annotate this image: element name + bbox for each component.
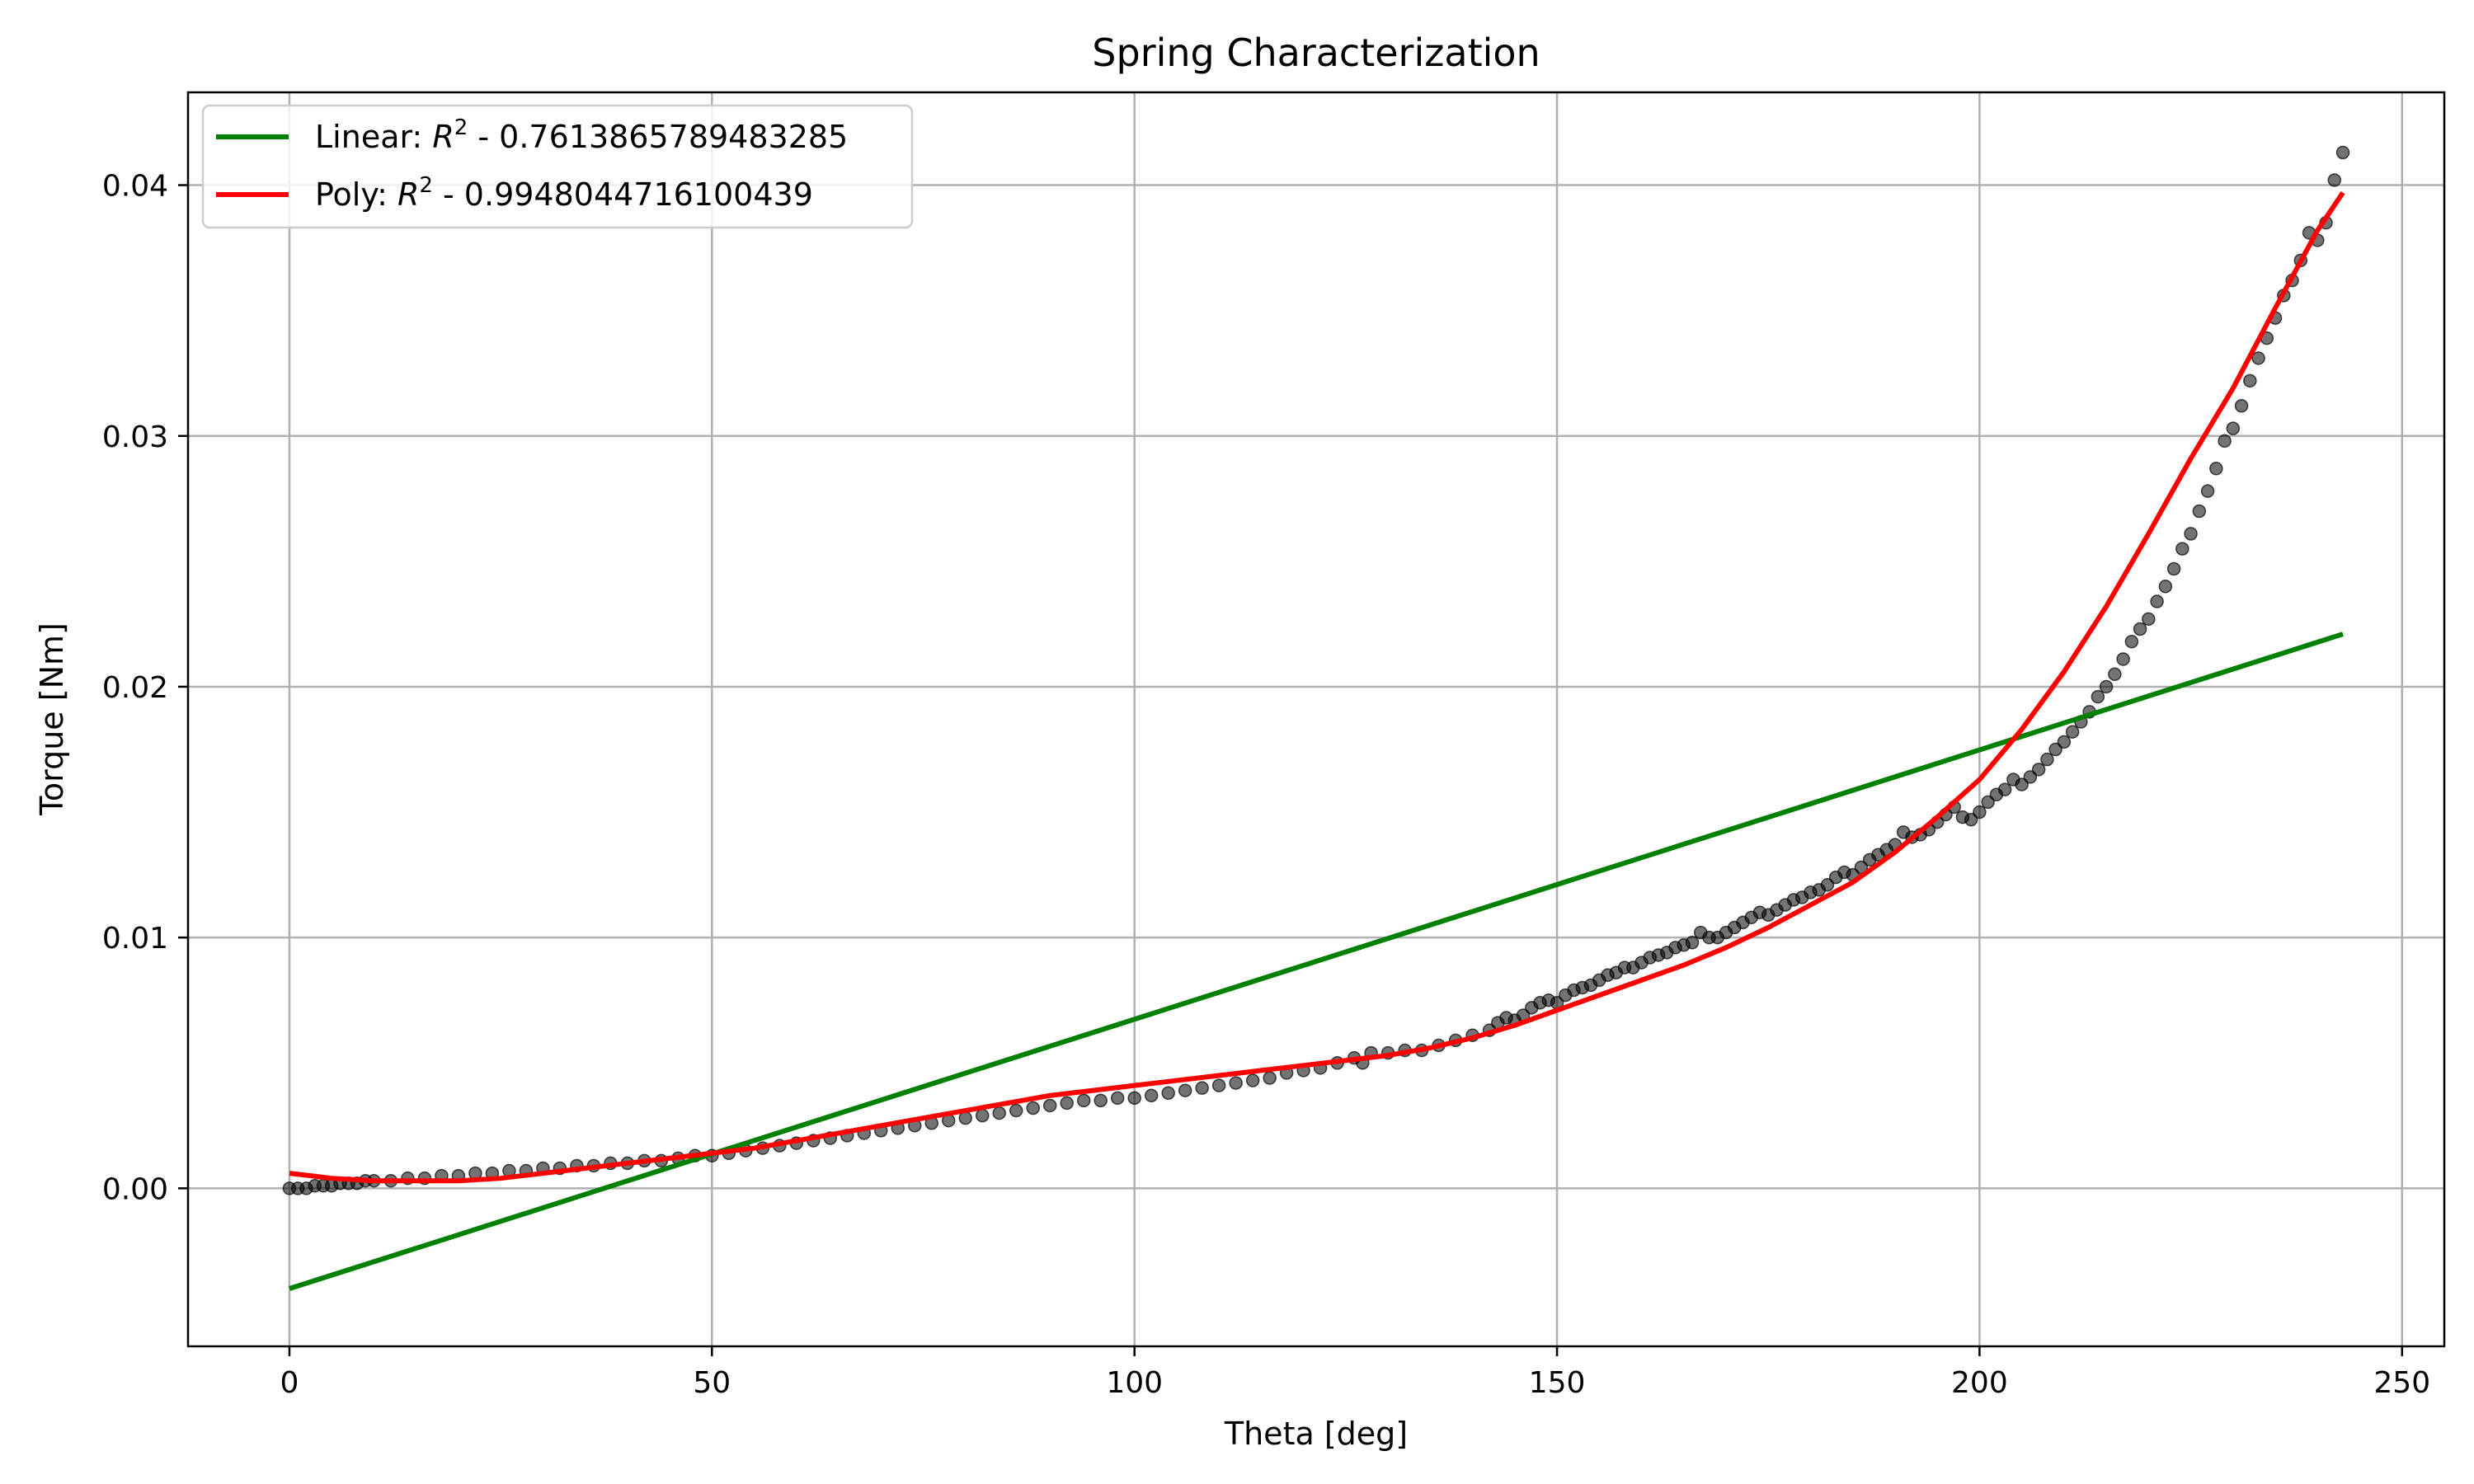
data-point xyxy=(1110,1091,1125,1106)
legend-box xyxy=(201,104,914,229)
data-point xyxy=(2150,594,2164,608)
y-axis-ticks: 0.00 0.01 0.02 0.03 0.04 xyxy=(102,170,188,1206)
y-tick-label: 0.00 xyxy=(102,1172,168,1206)
linear-fit-line xyxy=(289,632,2344,1291)
data-point xyxy=(1161,1086,1175,1101)
x-axis-label: Theta [deg] xyxy=(1224,1416,1408,1452)
data-point xyxy=(2015,777,2029,791)
data-point xyxy=(975,1108,990,1123)
plot-area xyxy=(282,145,2350,1291)
data-point xyxy=(2234,399,2249,413)
data-point xyxy=(1245,1073,1260,1087)
data-point xyxy=(2091,689,2105,704)
data-point xyxy=(992,1106,1006,1120)
data-point xyxy=(1144,1088,1159,1103)
poly-fit-curve xyxy=(289,191,2345,1184)
data-point xyxy=(1009,1103,1023,1118)
x-tick-label: 150 xyxy=(1529,1366,1586,1400)
chart-title: Spring Characterization xyxy=(1092,31,1540,75)
data-point xyxy=(2251,351,2265,365)
data-point xyxy=(1060,1096,1074,1111)
data-point xyxy=(1229,1076,1243,1090)
data-point xyxy=(1820,878,1835,892)
data-point xyxy=(1195,1081,1209,1095)
legend-poly-entry: Poly: R2 - 0.9948044716100439 xyxy=(315,173,813,213)
legend: Linear: R2 - 0.7613865789483285 Poly: R2… xyxy=(201,104,914,229)
grid-lines xyxy=(188,92,2444,1346)
axes-frame xyxy=(186,91,2446,1348)
data-point xyxy=(1263,1071,1277,1085)
x-tick-label: 200 xyxy=(1951,1366,2008,1400)
x-axis-ticks: 0 50 100 150 200 250 xyxy=(280,1346,2430,1400)
data-point xyxy=(1964,812,1978,827)
data-point xyxy=(2116,652,2130,666)
data-point xyxy=(1127,1091,1141,1106)
data-point xyxy=(2327,173,2342,187)
data-point xyxy=(2158,580,2173,594)
data-point xyxy=(2057,735,2072,749)
y-tick-label: 0.02 xyxy=(102,671,168,705)
data-point xyxy=(1042,1098,1057,1113)
data-point xyxy=(2226,421,2241,435)
data-point xyxy=(2108,667,2122,681)
data-point xyxy=(1997,782,2012,796)
data-point xyxy=(2175,542,2189,556)
data-point xyxy=(2200,484,2215,498)
y-tick-label: 0.01 xyxy=(102,922,168,956)
data-point xyxy=(2133,622,2147,636)
x-tick-label: 0 xyxy=(280,1366,299,1400)
data-point xyxy=(2335,145,2350,160)
x-tick-label: 100 xyxy=(1106,1366,1163,1400)
legend-linear-entry: Linear: R2 - 0.7613865789483285 xyxy=(315,115,848,155)
data-point xyxy=(2099,679,2114,694)
data-point xyxy=(2142,612,2156,627)
data-point xyxy=(2023,770,2038,784)
data-point xyxy=(2209,462,2223,476)
y-axis-label: Torque [Nm] xyxy=(34,622,70,816)
measurement-points xyxy=(282,145,2350,1195)
data-point xyxy=(2243,373,2257,388)
data-point xyxy=(2166,561,2181,576)
data-point xyxy=(2040,752,2054,767)
data-point xyxy=(1178,1083,1192,1097)
data-point xyxy=(1981,795,1995,810)
data-point xyxy=(1685,935,1700,950)
data-point xyxy=(1973,805,1987,819)
data-point xyxy=(1094,1093,1108,1108)
x-tick-label: 50 xyxy=(693,1366,731,1400)
data-point xyxy=(1076,1093,1091,1108)
data-point xyxy=(2184,527,2198,541)
y-tick-label: 0.03 xyxy=(102,420,168,454)
data-point xyxy=(2065,725,2080,739)
y-tick-label: 0.04 xyxy=(102,170,168,204)
data-point xyxy=(2192,504,2207,519)
data-point xyxy=(2048,742,2062,757)
x-tick-label: 250 xyxy=(2373,1366,2430,1400)
data-point xyxy=(2031,763,2046,777)
data-point xyxy=(1211,1078,1226,1092)
data-point xyxy=(2124,634,2139,649)
data-point xyxy=(2218,434,2232,448)
data-point xyxy=(1026,1101,1040,1115)
